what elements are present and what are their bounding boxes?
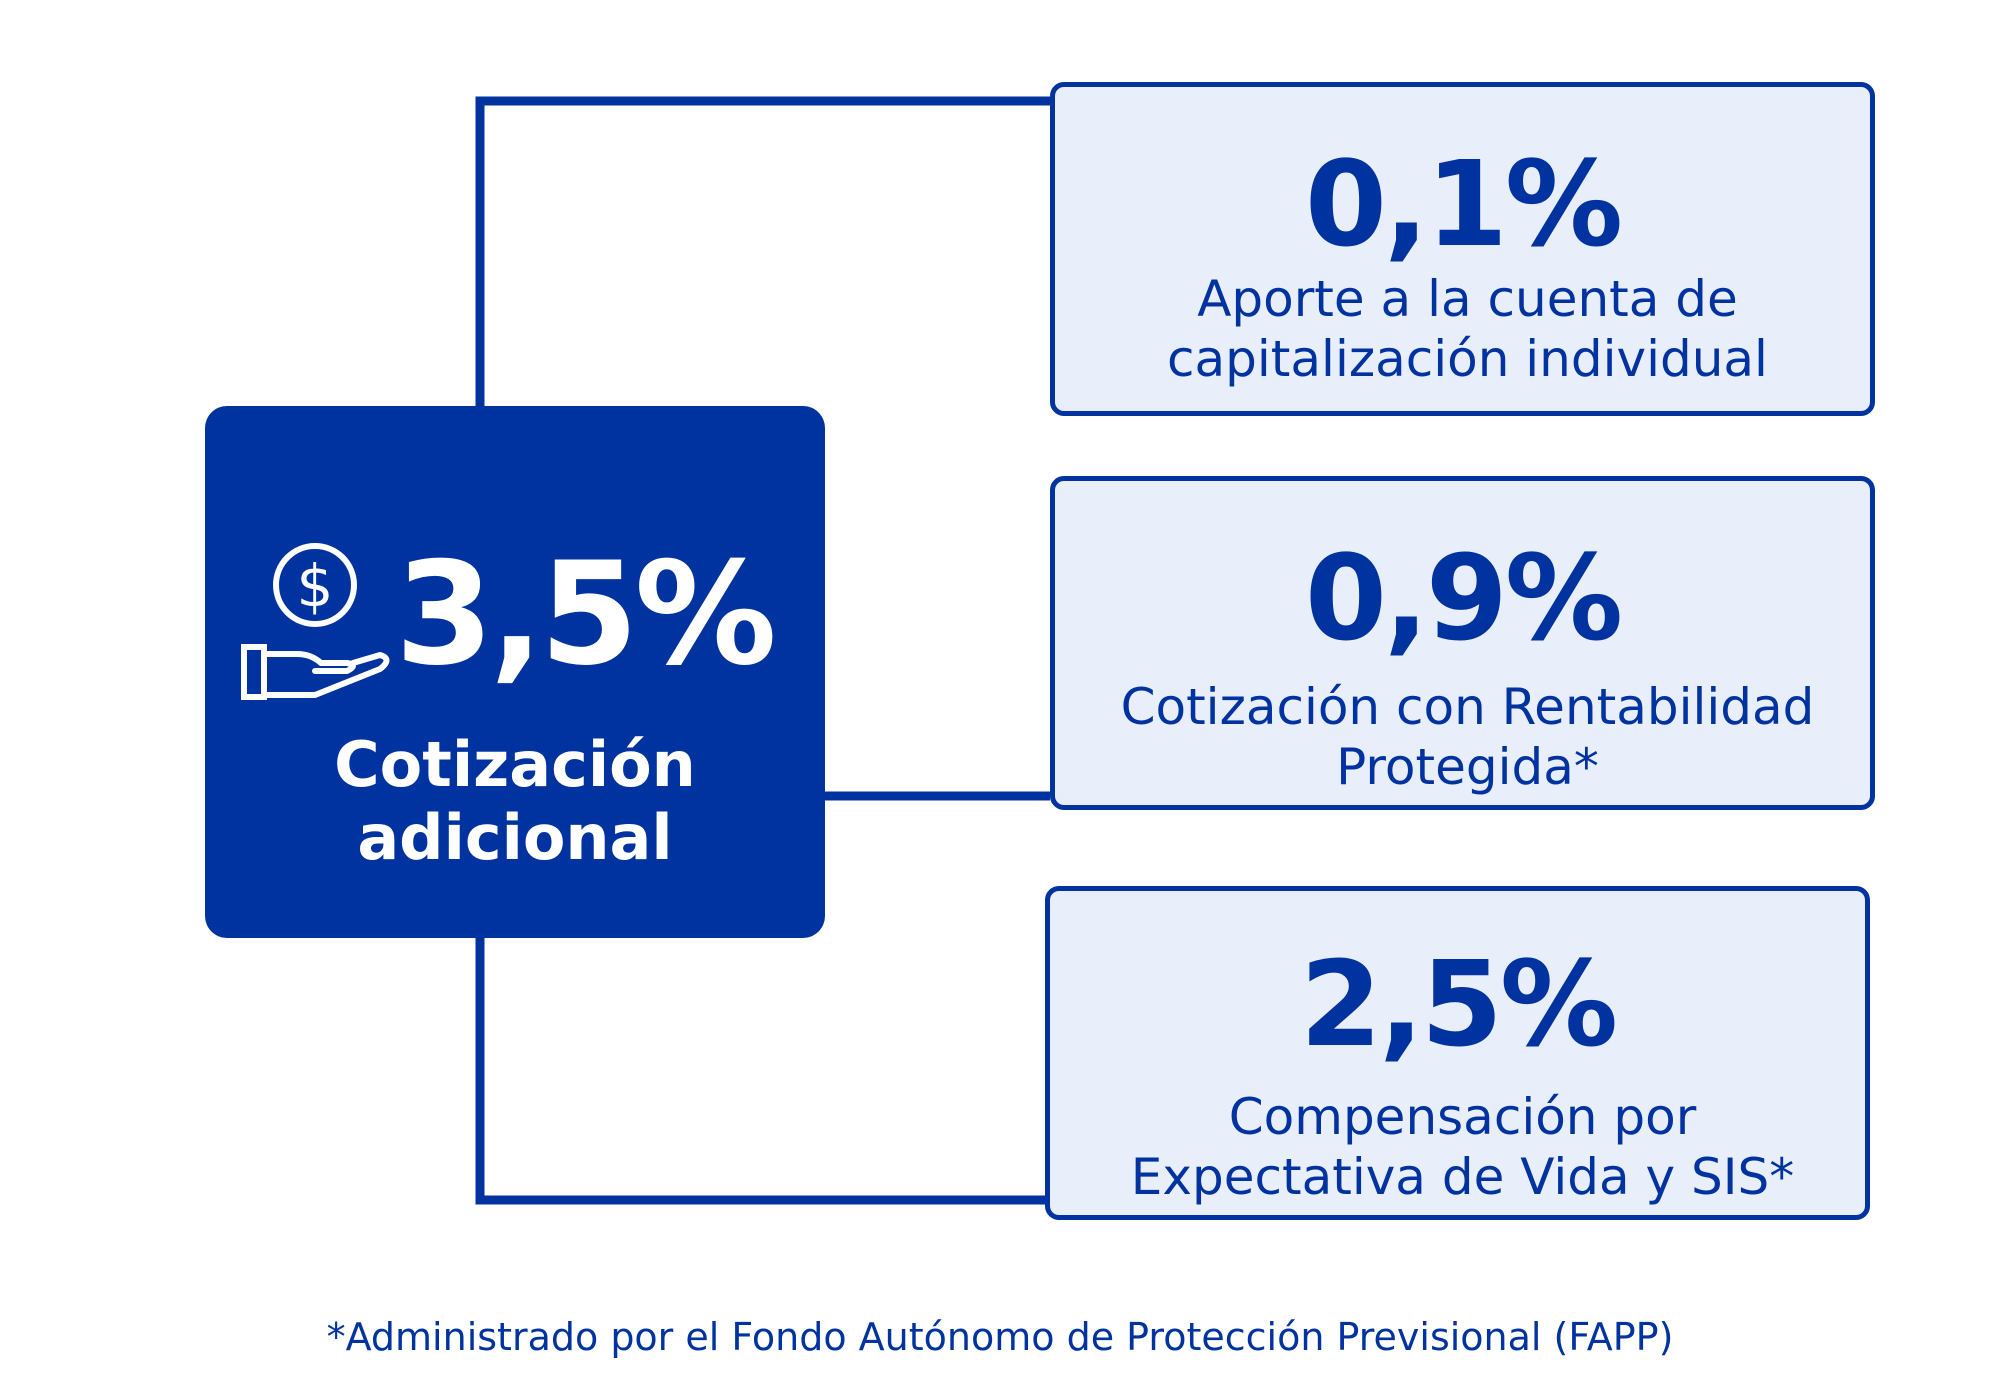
hand-holding-dollar-icon: $ (241, 543, 390, 700)
item-label: Compensación por Expectativa de Vida y S… (1130, 1088, 1795, 1206)
item-box-life-expectancy: 2,5% Compensación por Expectativa de Vid… (1045, 886, 1870, 1220)
connector-bottom (475, 938, 1045, 1205)
connector-top (475, 96, 1050, 406)
svg-text:$: $ (297, 552, 334, 620)
item-label: Cotización con Rentabilidad Protegida* (1120, 678, 1815, 796)
footnote: *Administrado por el Fondo Autónomo de P… (326, 1315, 1674, 1359)
item-percentage: 0,1% (1304, 135, 1623, 273)
item-box-protected-return: 0,9% Cotización con Rentabilidad Protegi… (1050, 476, 1875, 810)
item-box-individual-account: 0,1% Aporte a la cuenta de capitalizació… (1050, 82, 1875, 416)
item-percentage: 0,9% (1304, 529, 1623, 667)
item-percentage: 2,5% (1299, 935, 1618, 1073)
main-label: Cotización adicional (334, 728, 696, 874)
item-label: Aporte a la cuenta de capitalización ind… (1167, 270, 1768, 388)
main-percentage: 3,5% (395, 532, 777, 697)
main-contribution-box (205, 406, 825, 938)
